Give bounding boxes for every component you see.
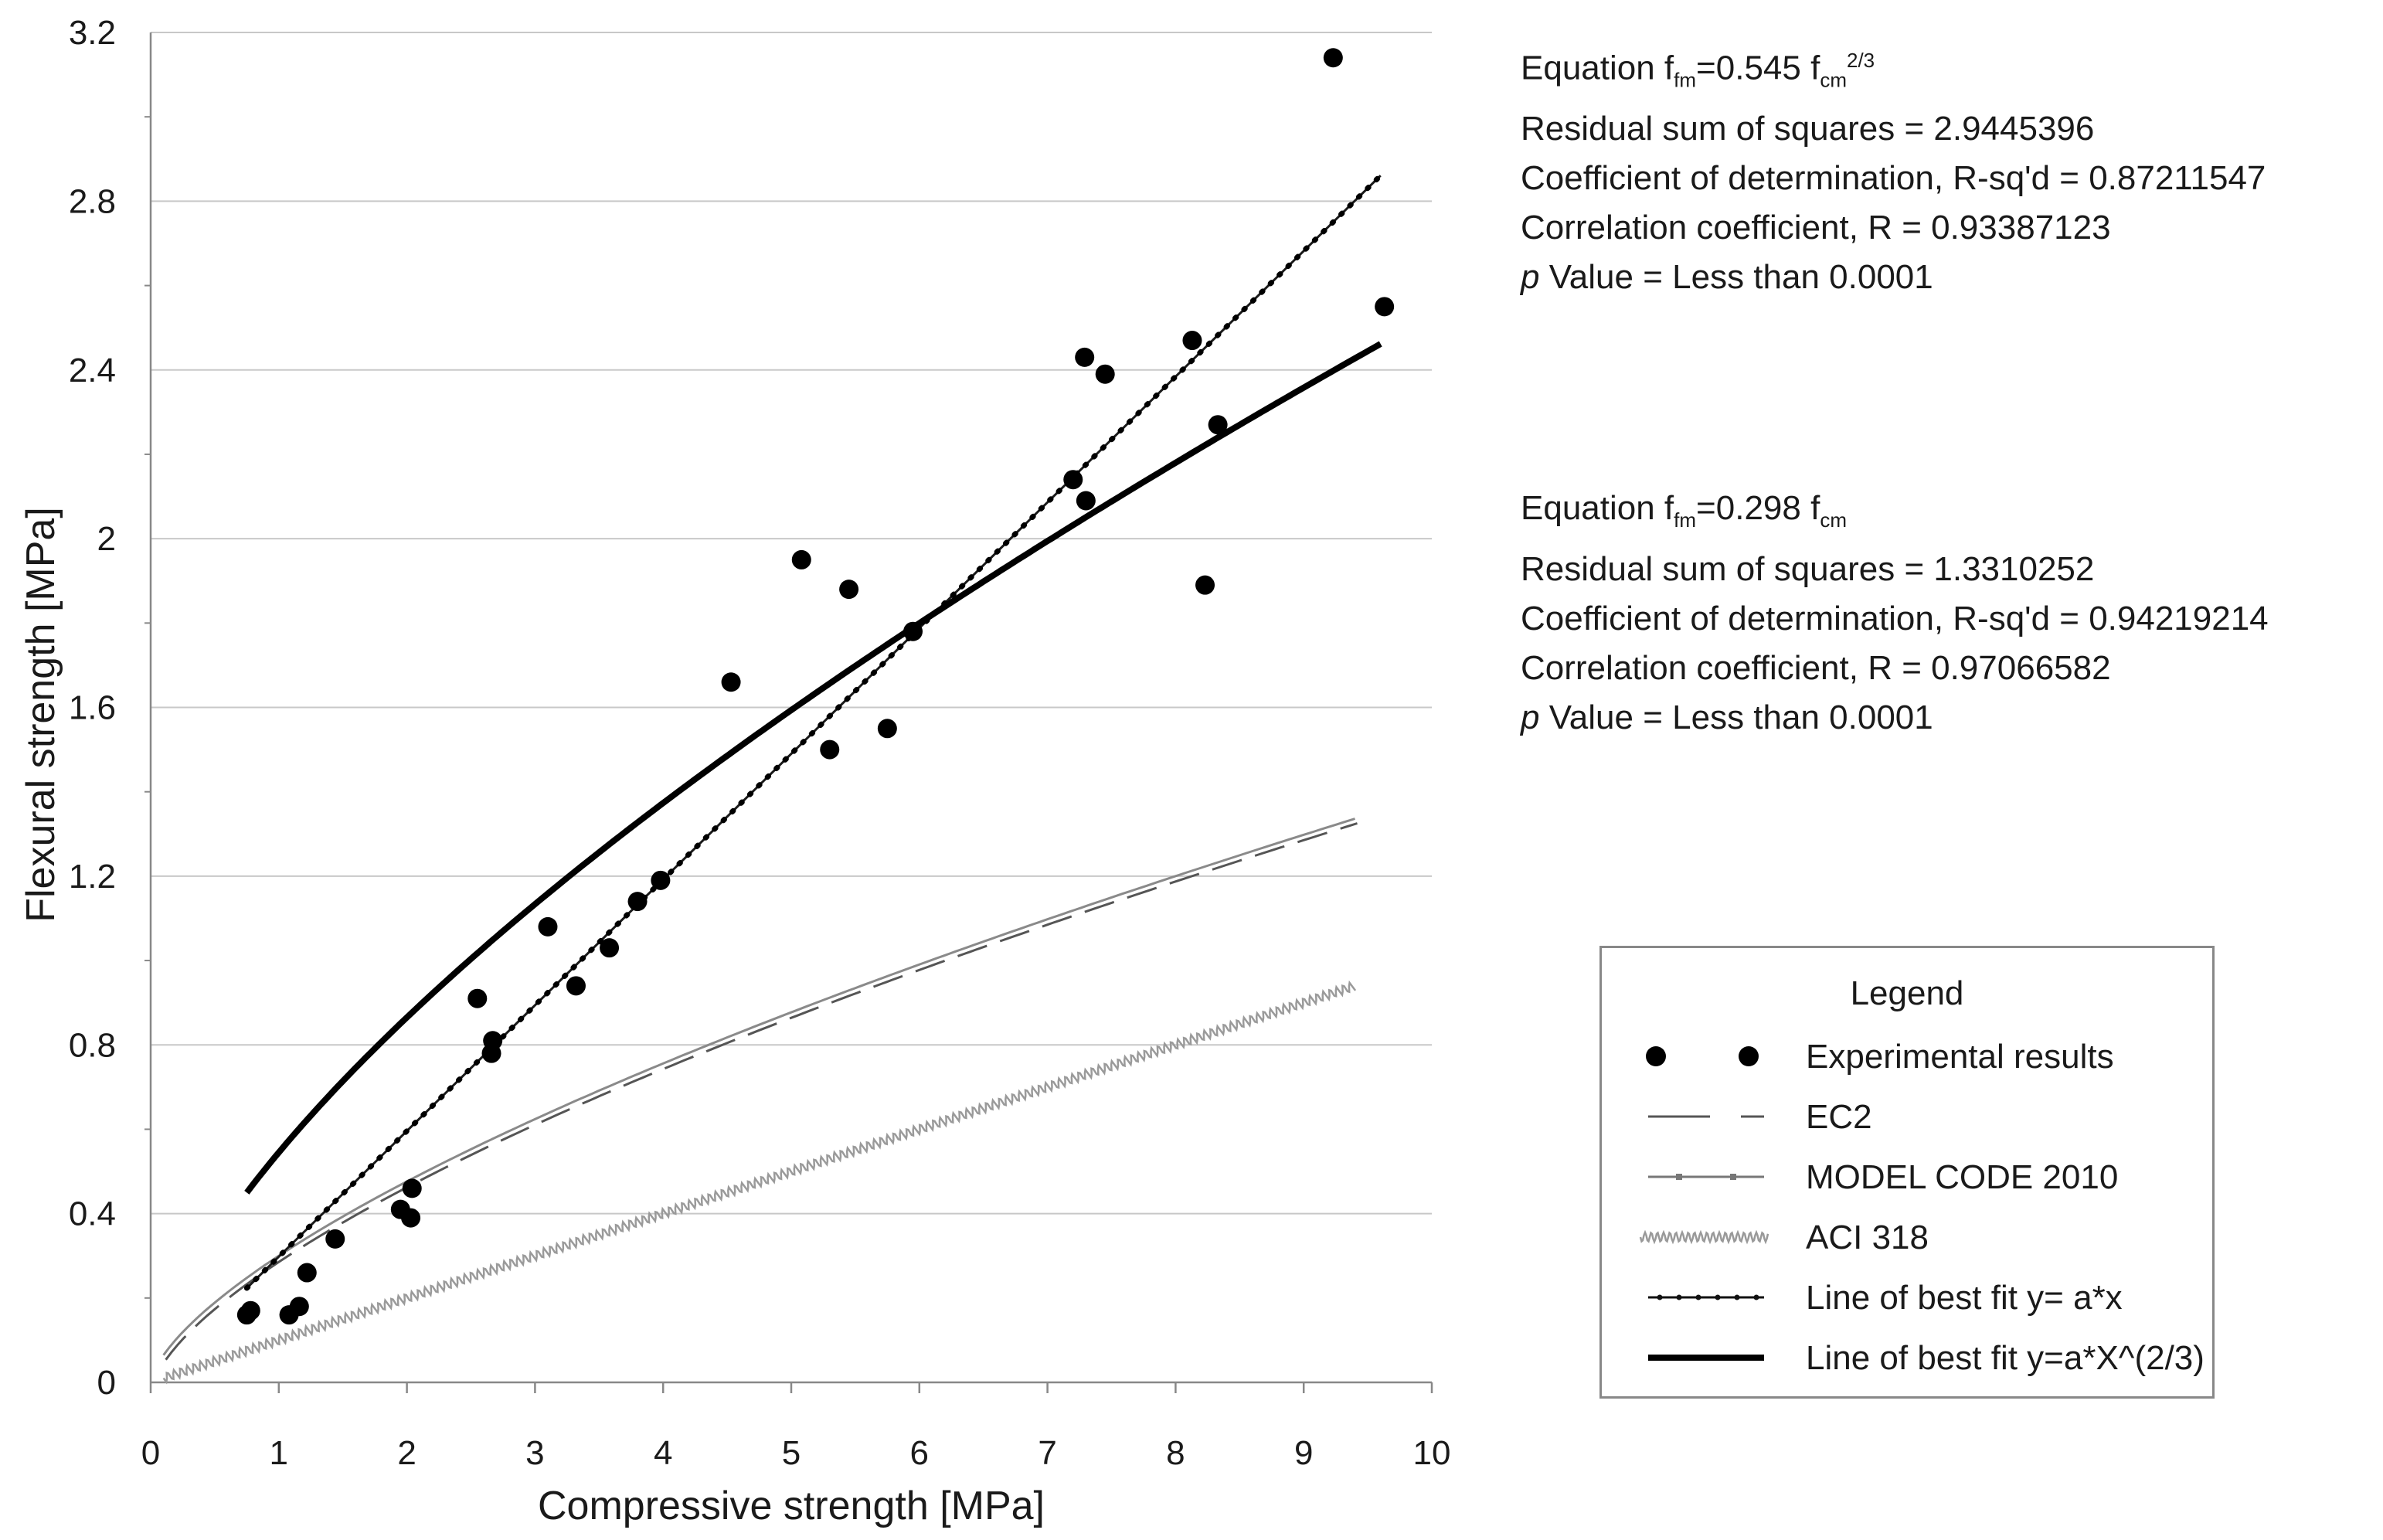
legend-marker-aci [1639,1229,1769,1245]
x-tick-label-1: 1 [270,1434,288,1472]
fit-stats-power: Equation ffm=0.545 fcm2/3 Residual sum o… [1521,36,2266,302]
data-point-27 [1182,331,1202,351]
series-line-linear-fit-dots [243,172,1384,1291]
x-tick-label-5: 5 [782,1434,801,1472]
legend-item-aci: ACI 318 [1625,1214,2197,1260]
legend-title: Legend [1850,974,1964,1012]
data-point-4 [297,1263,317,1283]
legend-label-model-code: MODEL CODE 2010 [1806,1158,2119,1196]
data-point-21 [877,719,897,739]
series-curves [162,172,1384,1385]
data-point-20 [839,580,859,600]
series-line-aci-318 [162,980,1357,1385]
legend-item-power-fit: Line of best fit y=a*X^(2/3) [1625,1334,2205,1381]
y-tick-label-1: 0.4 [69,1195,116,1233]
legend-marker-experimental [1646,1046,1759,1066]
legend-item-model-code: MODEL CODE 2010 [1625,1154,2197,1200]
series-line-model-code-2010 [162,818,1355,1356]
data-point-22 [903,621,923,641]
legend-label-aci: ACI 318 [1806,1219,1929,1256]
data-points [236,48,1395,1325]
data-point-30 [1323,48,1343,68]
legend-label-experimental: Experimental results [1806,1038,2114,1076]
data-point-31 [1375,297,1395,317]
x-tick-label-4: 4 [654,1434,672,1472]
data-point-15 [627,892,648,912]
x-tick-label-10: 10 [1413,1434,1451,1472]
y-tick-label-7: 2.8 [69,182,116,220]
data-point-8 [402,1178,422,1198]
data-point-29 [1208,415,1228,435]
y-tick-label-4: 1.6 [69,689,116,727]
data-point-23 [1063,470,1083,490]
data-point-24 [1075,347,1095,367]
x-tick-label-9: 9 [1294,1434,1313,1472]
p-value-power: p Value = Less than 0.0001 [1521,258,1933,297]
y-tick-label-0: 0 [97,1364,116,1402]
data-point-26 [1095,364,1115,384]
data-point-14 [600,938,620,958]
data-point-5 [325,1229,345,1249]
data-point-3 [289,1297,309,1317]
equation-power: Equation ffm=0.545 fcm2/3 [1521,49,1875,92]
data-point-18 [791,549,811,569]
legend-item-experimental: Experimental results [1625,1033,2197,1079]
y-tick-label-5: 2 [97,520,116,558]
data-point-25 [1076,491,1096,511]
data-point-7 [401,1208,421,1228]
legend-marker-model-code [1648,1174,1764,1180]
p-value-linear: p Value = Less than 0.0001 [1521,698,1933,736]
data-point-11 [483,1031,503,1051]
x-tick-label-2: 2 [397,1434,416,1472]
x-tick-label-6: 6 [910,1434,929,1472]
rss-power: Residual sum of squares = 2.9445396 [1521,110,2095,148]
data-point-28 [1195,575,1215,595]
legend-label-ec2: EC2 [1806,1098,1872,1136]
tick-labels: 0 0.4 0.8 1.2 1.6 2 2.4 2.8 3.2 0 1 2 3 4 5 6 7 8 9 10 [69,14,1451,1472]
y-tick-label-3: 1.2 [69,858,116,896]
r2-power: Coefficient of determination, R-sq'd = 0… [1521,159,2266,198]
legend-item-linear-fit: Line of best fit y= a*x [1625,1274,2197,1321]
legend-label-power-fit: Line of best fit y=a*X^(2/3) [1806,1339,2205,1377]
y-tick-label-8: 3.2 [69,14,116,52]
y-tick-label-2: 0.8 [69,1026,116,1064]
data-point-16 [651,870,671,890]
x-axis-title: Compressive strength [MPa] [538,1484,1045,1528]
equation-linear: Equation ffm=0.298 fcm [1521,489,1847,532]
y-axis-title: Flexural strength [MPa] [19,507,63,923]
x-tick-label-0: 0 [141,1434,160,1472]
rss-linear: Residual sum of squares = 1.3310252 [1521,549,2095,588]
fit-stats-linear: Equation ffm=0.298 fcm Residual sum of s… [1521,484,2269,743]
x-tick-label-3: 3 [525,1434,544,1472]
data-point-1 [240,1300,260,1321]
series-line-ec2 [165,822,1358,1361]
x-tick-label-7: 7 [1038,1434,1056,1472]
r2-linear: Coefficient of determination, R-sq'd = 0… [1521,599,2269,637]
series-line-power-fit [244,341,1382,1195]
legend: Legend Experimental results EC2 MODEL CO… [1599,946,2215,1399]
data-point-9 [467,988,488,1008]
legend-item-ec2: EC2 [1625,1093,2197,1140]
x-tick-label-8: 8 [1166,1434,1185,1472]
r-power: Correlation coefficient, R = 0.93387123 [1521,209,2111,247]
axes [144,32,1433,1393]
legend-marker-power-fit [1648,1355,1764,1361]
data-point-19 [820,739,840,760]
data-point-13 [566,976,586,996]
legend-marker-ec2 [1648,1115,1764,1118]
y-tick-label-6: 2.4 [69,352,116,389]
legend-label-linear-fit: Line of best fit y= a*x [1806,1279,2123,1317]
data-point-17 [721,672,741,692]
legend-marker-linear-fit [1648,1294,1764,1300]
r-linear: Correlation coefficient, R = 0.97066582 [1521,648,2111,687]
gridlines [151,32,1432,1215]
data-point-12 [538,916,558,937]
